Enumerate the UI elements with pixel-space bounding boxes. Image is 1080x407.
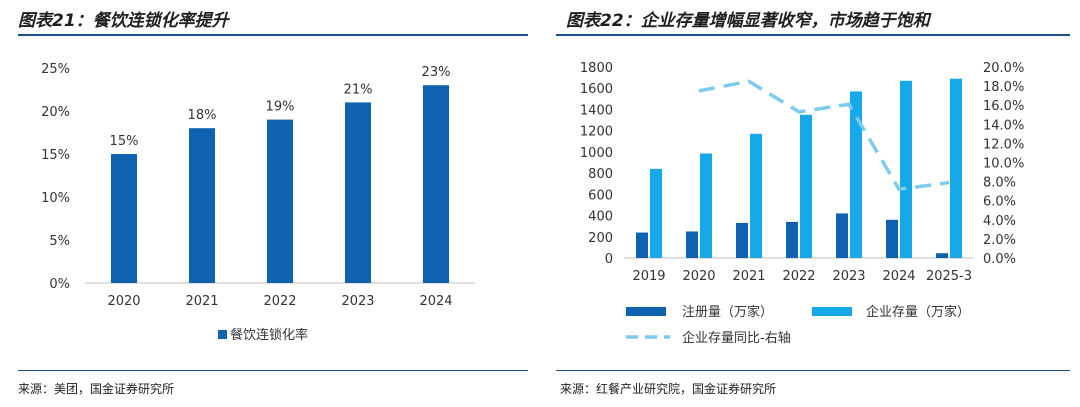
right-y-left-tick-label: 0 <box>605 252 613 267</box>
right-legend-swatch-enterprise-stock <box>812 307 852 316</box>
right-title-rule <box>556 34 1070 36</box>
right-y-right-tick-label: 6.0% <box>983 195 1016 210</box>
right-bar-registrations <box>636 232 648 258</box>
right-source-note: 来源：红餐产业研究院，国金证券研究所 <box>560 382 777 396</box>
left-bar-value-label: 23% <box>422 65 451 80</box>
right-bar-registrations <box>886 219 898 258</box>
left-bar <box>111 154 137 283</box>
right-bar-registrations <box>686 231 698 258</box>
left-bar <box>345 102 371 284</box>
left-source-note: 来源：美团，国金证券研究所 <box>18 382 175 396</box>
left-x-tick-label: 2023 <box>341 294 374 309</box>
right-y-right-tick-label: 18.0% <box>983 80 1024 95</box>
right-y-right-tick-label: 20.0% <box>983 61 1024 76</box>
left-bar-value-label: 15% <box>110 134 139 149</box>
right-x-tick-label: 2025-3 <box>926 269 972 284</box>
left-title-rule <box>18 34 528 36</box>
right-bar-enterprise-stock <box>800 114 812 258</box>
left-bar-value-label: 21% <box>344 82 373 97</box>
right-y-left-tick-label: 1200 <box>580 125 613 140</box>
right-y-left-tick-label: 400 <box>588 210 613 225</box>
left-bar <box>267 119 293 283</box>
right-legend-label-registrations: 注册量（万家） <box>682 304 773 320</box>
left-bar-value-label: 18% <box>188 108 217 123</box>
right-bar-enterprise-stock <box>700 153 712 258</box>
right-bar-enterprise-stock <box>750 133 762 258</box>
right-y-left-tick-label: 1600 <box>580 82 613 97</box>
right-yoy-line <box>698 79 950 192</box>
right-bar-enterprise-stock <box>900 80 912 259</box>
right-x-tick-label: 2024 <box>882 269 915 284</box>
right-y-right-tick-label: 2.0% <box>983 233 1016 248</box>
right-bar-registrations <box>786 221 798 258</box>
right-bar-registrations <box>736 222 748 258</box>
right-y-left-tick-label: 600 <box>588 188 613 203</box>
right-bar-registrations <box>836 213 848 258</box>
right-y-left-tick-label: 800 <box>588 167 613 182</box>
left-y-tick-label: 15% <box>41 148 70 163</box>
right-x-tick-label: 2020 <box>682 269 715 284</box>
right-y-left-tick-label: 1400 <box>580 103 613 118</box>
right-y-right-tick-label: 12.0% <box>983 137 1024 152</box>
right-x-tick-label: 2021 <box>732 269 765 284</box>
right-bar-enterprise-stock <box>950 78 962 258</box>
left-legend-label: 餐饮连锁化率 <box>230 327 308 343</box>
right-legend-swatch-registrations <box>626 307 666 316</box>
right-x-tick-label: 2023 <box>832 269 865 284</box>
left-y-tick-label: 5% <box>49 234 70 249</box>
left-y-tick-label: 10% <box>41 191 70 206</box>
left-x-tick-label: 2021 <box>185 294 218 309</box>
left-chart-title: 图表21：餐饮连锁化率提升 <box>18 11 229 31</box>
left-bar <box>189 128 215 283</box>
right-y-right-tick-label: 4.0% <box>983 214 1016 229</box>
right-y-left-tick-label: 1800 <box>580 61 613 76</box>
left-y-tick-label: 25% <box>41 62 70 77</box>
right-bar-enterprise-stock <box>650 168 662 258</box>
right-y-right-tick-label: 8.0% <box>983 176 1016 191</box>
right-bar-registrations <box>936 253 948 258</box>
right-legend-label-yoy: 企业存量同比-右轴 <box>682 330 791 346</box>
left-y-tick-label: 0% <box>49 277 70 292</box>
left-x-tick-label: 2020 <box>107 294 140 309</box>
right-y-right-tick-label: 16.0% <box>983 99 1024 114</box>
right-y-right-tick-label: 0.0% <box>983 252 1016 267</box>
right-footer-rule <box>556 370 1070 371</box>
right-y-right-tick-label: 14.0% <box>983 118 1024 133</box>
right-y-left-tick-label: 1000 <box>580 146 613 161</box>
right-y-right-tick-label: 10.0% <box>983 157 1024 172</box>
right-x-tick-label: 2019 <box>632 269 665 284</box>
left-footer-rule <box>18 370 528 371</box>
left-bar-value-label: 19% <box>266 100 295 115</box>
left-legend-swatch <box>218 330 227 339</box>
left-x-tick-label: 2024 <box>419 294 452 309</box>
left-bar <box>423 85 449 283</box>
right-chart-title: 图表22：企业存量增幅显著收窄，市场趋于饱和 <box>566 11 930 31</box>
right-bar-enterprise-stock <box>850 91 862 259</box>
right-legend-label-enterprise-stock: 企业存量（万家） <box>866 304 970 320</box>
left-x-tick-label: 2022 <box>263 294 296 309</box>
right-x-tick-label: 2022 <box>782 269 815 284</box>
left-y-tick-label: 20% <box>41 105 70 120</box>
right-y-left-tick-label: 200 <box>588 231 613 246</box>
